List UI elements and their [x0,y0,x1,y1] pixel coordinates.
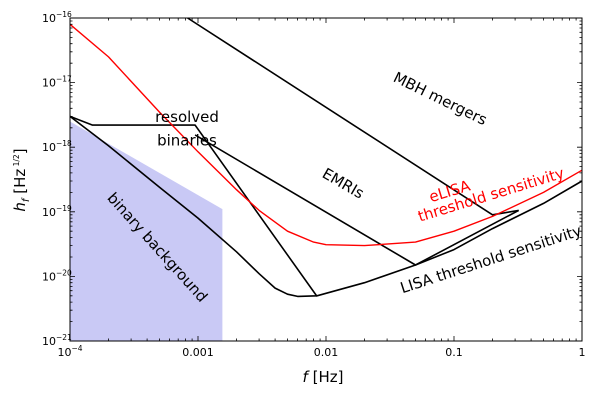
series-line-lisa-threshold-sensitivity [69,115,583,298]
y-tick-label: 10−19 [42,204,72,219]
x-tick-label: 0.1 [445,346,463,359]
y-axis-label: hf [Hz 1/2] [11,148,32,211]
annotation-emris: EMRIs [319,164,367,202]
x-axis-label: f [Hz] [303,368,344,386]
y-tick-label: 10−21 [42,333,72,348]
annotation-resolved: resolved [155,108,219,126]
series-line-elisa-threshold-sensitivity [69,23,583,247]
x-tick-label: 0.001 [182,346,214,359]
x-tick-label: 1 [579,346,586,359]
y-tick-label: 10−16 [42,10,72,25]
x-tick-label: 0.01 [314,346,339,359]
region-binary-background [70,121,223,341]
annotation-binaries: binaries [157,131,217,149]
y-tick-label: 10−18 [42,139,72,154]
series-layer [69,17,583,298]
series-line-resolved-binaries [69,115,318,297]
regions-layer [70,121,223,341]
x-tick-label: 10−4 [57,344,82,359]
ticks-layer: 10−4 0.001 0.01 0.1 1 10−21 10−20 10−19 10−18 10−… [42,10,586,359]
annotation-mbh-mergers: MBH mergers [391,68,491,129]
y-tick-label: 10−17 [42,75,72,90]
tick-marks [69,18,582,342]
series-line-mbh-mergers [187,17,519,216]
y-tick-label: 10−20 [42,268,72,283]
